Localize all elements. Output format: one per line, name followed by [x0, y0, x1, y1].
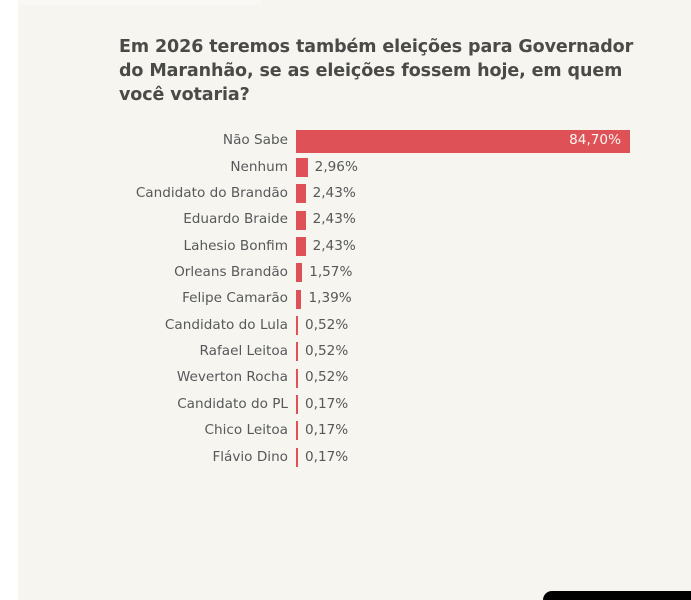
- bar-value-label: 2,43%: [312, 185, 356, 202]
- bar-value-label: 1,57%: [309, 264, 353, 281]
- bar: [296, 316, 299, 336]
- bar-track: 0,17%: [296, 444, 691, 470]
- bar-value-label: 2,96%: [314, 158, 358, 175]
- bar-value-label: 84,70%: [569, 132, 621, 149]
- bar-value-label: 0,52%: [305, 343, 349, 360]
- bottom-dark-panel: [543, 591, 691, 600]
- bar-category-label: Lahesio Bonfim: [183, 237, 288, 254]
- bar: [296, 289, 302, 309]
- bar-row: Felipe Camarão 1,39%: [18, 286, 691, 312]
- bar-category-label: Não Sabe: [222, 132, 288, 149]
- bar: [296, 395, 298, 415]
- bar-track: 2,43%: [296, 181, 691, 207]
- bar: [296, 342, 299, 362]
- bar-track: 0,52%: [296, 312, 691, 338]
- bar-track: 84,70%: [296, 128, 691, 154]
- bar-track: 2,96%: [296, 154, 691, 180]
- bar-row: Lahesio Bonfim 2,43%: [18, 233, 691, 259]
- bar-row: Candidato do Lula 0,52%: [18, 312, 691, 338]
- bar-value-label: 2,43%: [312, 211, 356, 228]
- bar: [296, 158, 308, 178]
- bar-chart: Não Sabe 84,70% Nenhum 2,96% Candidato do Br…: [18, 128, 691, 474]
- bar-track: 0,17%: [296, 391, 691, 417]
- bar-category-label: Rafael Leitoa: [199, 343, 288, 360]
- bar-category-label: Candidato do Brandão: [135, 185, 288, 202]
- bar-track: 0,52%: [296, 365, 691, 391]
- bar: [296, 263, 303, 283]
- bar-track: 1,57%: [296, 260, 691, 286]
- bar: [296, 184, 306, 204]
- bar: 84,70%: [296, 129, 630, 153]
- bar-track: 2,43%: [296, 233, 691, 259]
- top-band-decoration: [18, 0, 261, 5]
- bar-category-label: Chico Leitoa: [204, 422, 288, 439]
- bar-category-label: Eduardo Braide: [183, 211, 288, 228]
- bar-value-label: 0,52%: [305, 316, 349, 333]
- bar: [296, 447, 298, 467]
- bar: [296, 368, 299, 388]
- bar-row: Chico Leitoa 0,17%: [18, 418, 691, 444]
- bar-category-label: Flávio Dino: [212, 448, 288, 465]
- bar: [296, 421, 298, 441]
- bar-category-label: Nenhum: [230, 158, 288, 175]
- bar-track: 1,39%: [296, 286, 691, 312]
- page-title: Em 2026 teremos também eleições para Gov…: [119, 37, 634, 105]
- bar-row: Orleans Brandão 1,57%: [18, 260, 691, 286]
- bar: [296, 237, 306, 257]
- bar-row: Rafael Leitoa 0,52%: [18, 339, 691, 365]
- bar-value-label: 0,17%: [305, 422, 349, 439]
- bar: [296, 210, 306, 230]
- bar-value-label: 0,17%: [305, 395, 349, 412]
- bar-value-label: 0,52%: [305, 369, 349, 386]
- bar-track: 0,17%: [296, 418, 691, 444]
- bar-value-label: 2,43%: [312, 237, 356, 254]
- bar-value-label: 0,17%: [305, 448, 349, 465]
- bar-row: Candidato do Brandão 2,43%: [18, 181, 691, 207]
- bar-track: 2,43%: [296, 207, 691, 233]
- bar-row: Candidato do PL 0,17%: [18, 391, 691, 417]
- bar-row: Eduardo Braide 2,43%: [18, 207, 691, 233]
- bar-row: Weverton Rocha 0,52%: [18, 365, 691, 391]
- bar-category-label: Candidato do PL: [177, 395, 288, 412]
- bar-category-label: Orleans Brandão: [174, 264, 288, 281]
- bar-row: Flávio Dino 0,17%: [18, 444, 691, 470]
- bar-row: Nenhum 2,96%: [18, 154, 691, 180]
- bar-category-label: Candidato do Lula: [164, 316, 288, 333]
- bar-track: 0,52%: [296, 339, 691, 365]
- bar-value-label: 1,39%: [308, 290, 352, 307]
- bar-category-label: Weverton Rocha: [176, 369, 288, 386]
- page-canvas: Em 2026 teremos também eleições para Gov…: [18, 0, 691, 600]
- bar-category-label: Felipe Camarão: [182, 290, 288, 307]
- bar-row: Não Sabe 84,70%: [18, 128, 691, 154]
